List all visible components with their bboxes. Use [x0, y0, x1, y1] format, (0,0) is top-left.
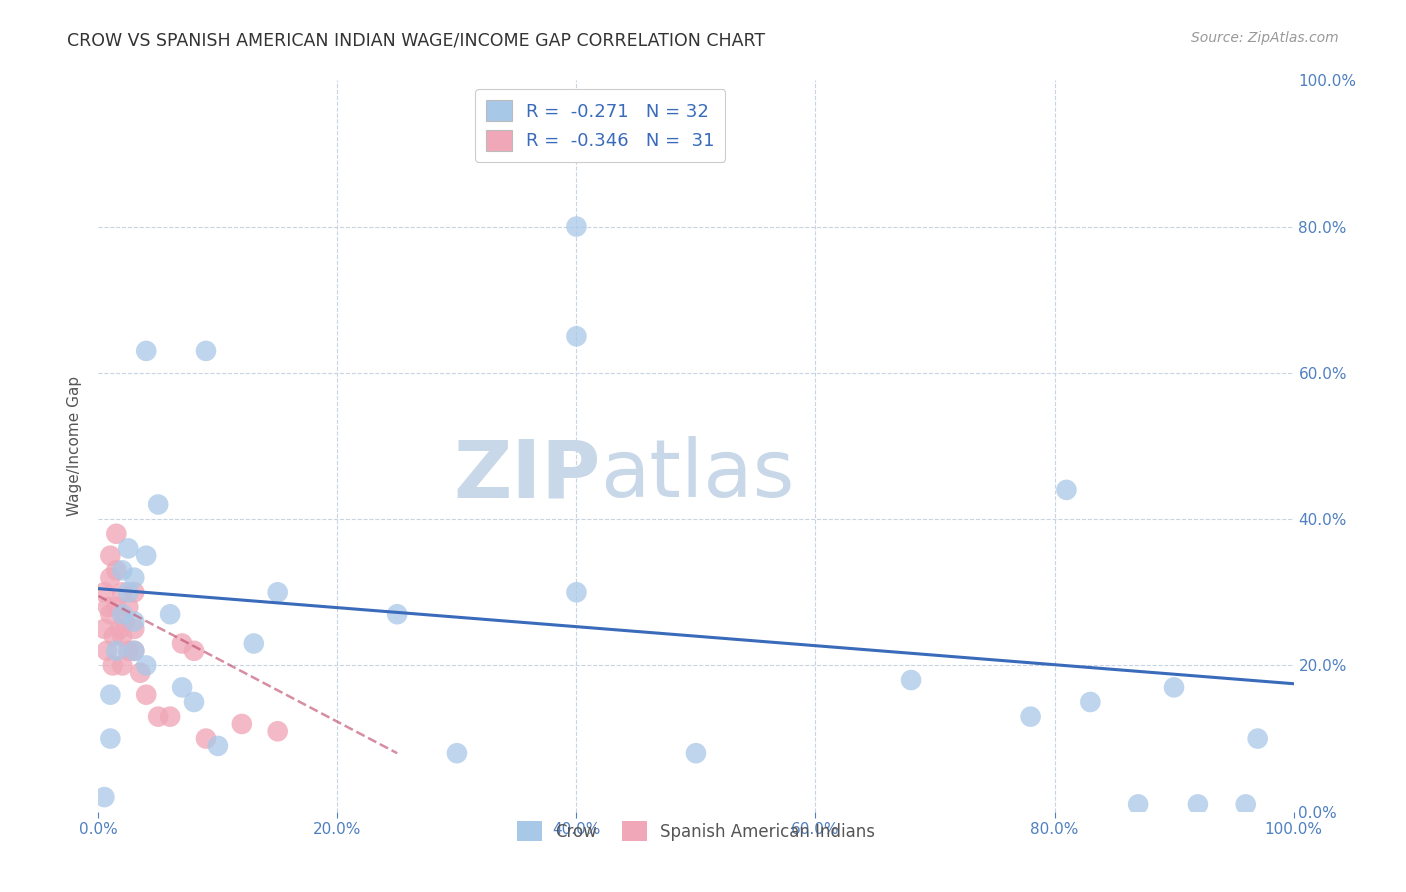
- Point: [124, 571, 146, 585]
- Point: [98, 731, 122, 746]
- Point: [267, 585, 290, 599]
- Point: [267, 724, 290, 739]
- Point: [159, 607, 181, 622]
- Point: [172, 636, 194, 650]
- Point: [1187, 797, 1209, 812]
- Point: [446, 746, 468, 760]
- Point: [183, 695, 205, 709]
- Point: [108, 622, 131, 636]
- Point: [111, 629, 134, 643]
- Point: [135, 343, 157, 358]
- Point: [111, 585, 134, 599]
- Point: [183, 644, 205, 658]
- Point: [117, 541, 139, 556]
- Text: atlas: atlas: [600, 436, 794, 515]
- Point: [124, 622, 146, 636]
- Point: [207, 739, 229, 753]
- Point: [93, 790, 115, 805]
- Text: ZIP: ZIP: [453, 436, 600, 515]
- Point: [105, 599, 128, 614]
- Point: [124, 644, 146, 658]
- Text: Source: ZipAtlas.com: Source: ZipAtlas.com: [1191, 31, 1339, 45]
- Point: [129, 665, 152, 680]
- Y-axis label: Wage/Income Gap: Wage/Income Gap: [67, 376, 83, 516]
- Point: [243, 636, 266, 650]
- Point: [98, 571, 122, 585]
- Point: [111, 563, 134, 577]
- Point: [93, 622, 115, 636]
- Point: [117, 585, 139, 599]
- Point: [172, 681, 194, 695]
- Point: [111, 607, 134, 622]
- Point: [111, 658, 134, 673]
- Text: CROW VS SPANISH AMERICAN INDIAN WAGE/INCOME GAP CORRELATION CHART: CROW VS SPANISH AMERICAN INDIAN WAGE/INC…: [67, 31, 766, 49]
- Point: [98, 549, 122, 563]
- Point: [231, 717, 253, 731]
- Point: [385, 607, 409, 622]
- Legend: Crow, Spanish American Indians: Crow, Spanish American Indians: [510, 814, 882, 847]
- Point: [124, 644, 146, 658]
- Point: [148, 709, 170, 723]
- Point: [685, 746, 707, 760]
- Point: [1080, 695, 1102, 709]
- Point: [97, 599, 120, 614]
- Point: [1234, 797, 1257, 812]
- Point: [124, 585, 146, 599]
- Point: [195, 731, 218, 746]
- Point: [93, 585, 115, 599]
- Point: [1056, 483, 1078, 497]
- Point: [1019, 709, 1042, 723]
- Point: [565, 219, 588, 234]
- Point: [148, 498, 170, 512]
- Point: [98, 607, 122, 622]
- Point: [195, 343, 218, 358]
- Point: [135, 658, 157, 673]
- Point: [565, 585, 588, 599]
- Point: [105, 526, 128, 541]
- Point: [565, 329, 588, 343]
- Point: [105, 563, 128, 577]
- Point: [103, 629, 125, 643]
- Point: [98, 688, 122, 702]
- Point: [1247, 731, 1270, 746]
- Point: [117, 644, 139, 658]
- Point: [1128, 797, 1150, 812]
- Point: [117, 599, 139, 614]
- Point: [900, 673, 922, 687]
- Point: [105, 644, 128, 658]
- Point: [135, 688, 157, 702]
- Point: [96, 644, 118, 658]
- Point: [101, 658, 124, 673]
- Point: [135, 549, 157, 563]
- Point: [159, 709, 181, 723]
- Point: [114, 615, 136, 629]
- Point: [124, 615, 146, 629]
- Point: [1163, 681, 1185, 695]
